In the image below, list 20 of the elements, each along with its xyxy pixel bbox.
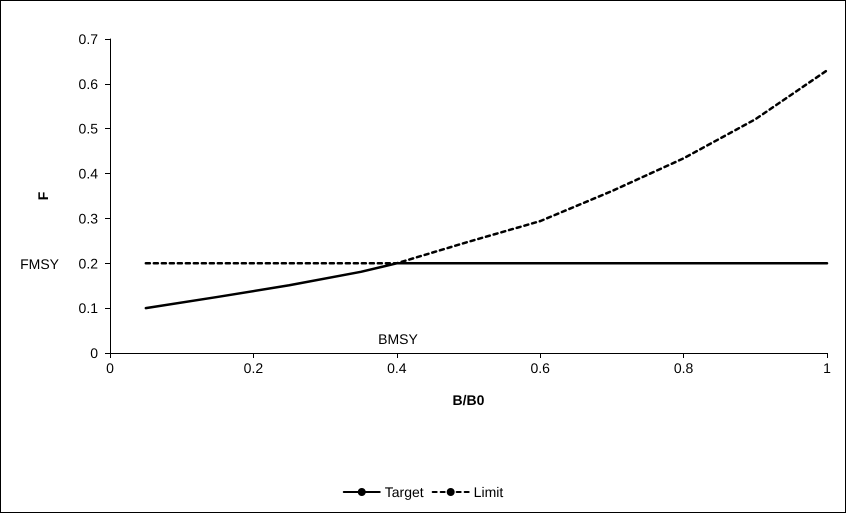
- y-tick-label: 0.5: [78, 120, 98, 137]
- y-tick-label: 0.7: [78, 31, 98, 47]
- legend-label: Target: [384, 484, 424, 500]
- x-tick-label: 1: [823, 360, 832, 376]
- y-tick-label: 0.6: [78, 76, 98, 92]
- annotation: BMSY: [378, 331, 418, 347]
- x-tick-label: 0: [106, 360, 114, 376]
- legend-label: Limit: [474, 484, 504, 500]
- x-tick-label: 0.2: [244, 360, 264, 376]
- y-tick-label: 0.3: [78, 210, 98, 226]
- y-tick-label: 0: [90, 345, 98, 361]
- y-tick-label: 0.2: [78, 255, 98, 272]
- x-axis-title: B/B0: [452, 392, 485, 408]
- x-tick-label: 0.8: [674, 360, 694, 376]
- y-axis-title: F: [35, 191, 51, 200]
- x-tick-label: 0.6: [530, 360, 550, 376]
- y-tick-label: 0.4: [78, 166, 98, 182]
- y-tick-label: 0.1: [78, 300, 98, 316]
- text: FMSY: [20, 256, 60, 272]
- x-tick-label: 0.4: [387, 360, 407, 376]
